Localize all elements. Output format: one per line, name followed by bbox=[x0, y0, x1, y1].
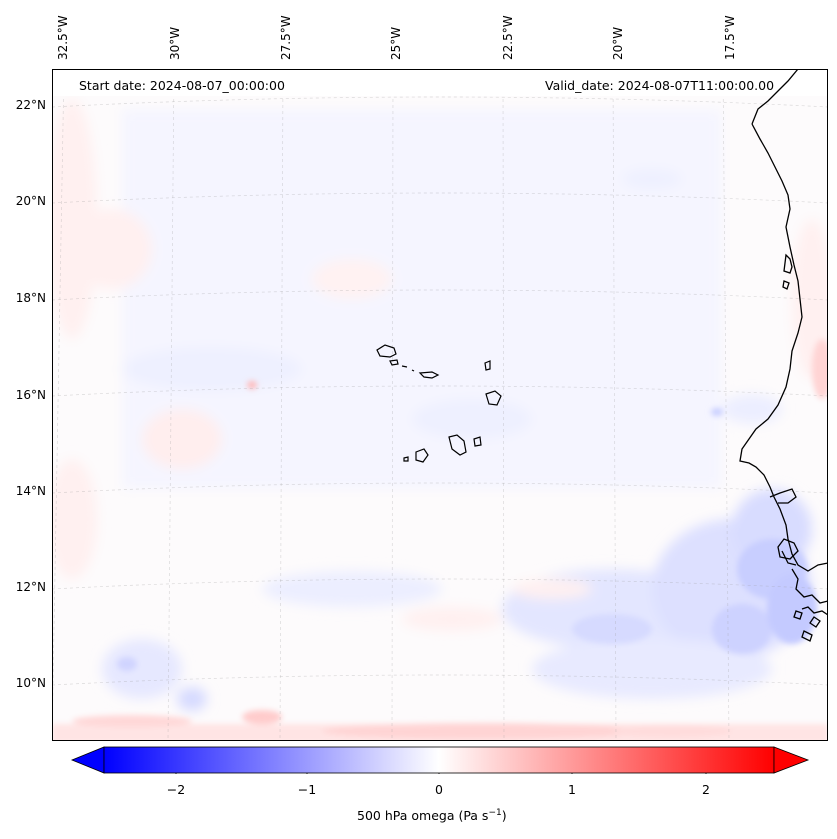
colorbar-title-exponent: −1 bbox=[488, 808, 502, 818]
colorbar-title-prefix: 500 hPa omega (Pa s bbox=[357, 808, 489, 824]
colorbar-tick-marks bbox=[175, 773, 707, 774]
colorbar-tick-label: 0 bbox=[435, 782, 443, 797]
lon-label: 27.5°W bbox=[279, 15, 293, 60]
map-frame bbox=[52, 69, 828, 741]
colorbar-tick-label: −2 bbox=[166, 782, 186, 797]
lat-label: 14°N bbox=[15, 484, 46, 498]
cape-verde-islands bbox=[376, 344, 502, 463]
colorbar-high-extension bbox=[773, 746, 810, 774]
colorbar-title-suffix: ) bbox=[501, 808, 507, 824]
colorbar bbox=[70, 746, 810, 774]
header-strip bbox=[52, 69, 828, 96]
lon-label: 17.5°W bbox=[723, 15, 737, 60]
lat-label: 12°N bbox=[15, 580, 46, 594]
lat-label: 10°N bbox=[15, 676, 46, 690]
colorbar-tick-label: 2 bbox=[702, 782, 710, 797]
start-date-label: Start date: 2024-08-07_00:00:00 bbox=[79, 78, 285, 93]
colorbar-tick-label: 1 bbox=[568, 782, 576, 797]
lon-label: 20°W bbox=[611, 26, 625, 60]
colorbar-title: 500 hPa omega (Pa s−1) bbox=[357, 808, 507, 823]
map-panel bbox=[52, 69, 828, 741]
lat-label: 20°N bbox=[15, 194, 46, 208]
colorbar-gradient bbox=[103, 746, 775, 774]
lat-label: 22°N bbox=[15, 98, 46, 112]
colorbar-tick-label: −1 bbox=[297, 782, 317, 797]
valid-date-label: Valid_date: 2024-08-07T11:00:00.00 bbox=[545, 78, 775, 93]
omega-field bbox=[52, 99, 828, 741]
lon-label: 22.5°W bbox=[501, 15, 515, 60]
graticule bbox=[52, 69, 828, 741]
lon-label: 32.5°W bbox=[56, 15, 70, 60]
lat-label: 18°N bbox=[15, 291, 46, 305]
lat-label: 16°N bbox=[15, 388, 46, 402]
lon-label: 25°W bbox=[389, 26, 403, 60]
africa-coastline bbox=[739, 69, 828, 642]
colorbar-low-extension bbox=[70, 746, 105, 774]
lon-label: 30°W bbox=[168, 26, 182, 60]
